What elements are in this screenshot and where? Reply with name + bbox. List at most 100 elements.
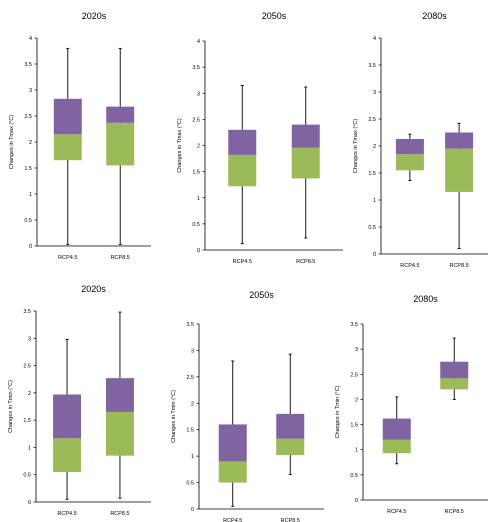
- y-tick-label: 1: [355, 448, 358, 454]
- y-tick-label: 1.5: [24, 166, 32, 172]
- y-tick-label: 3: [28, 336, 31, 342]
- chart-panel-5: 2050s Changes in Tmin (°C) 0 0.5 1 1.5 2 2.5 3 3.…: [171, 290, 324, 522]
- box-lower-quartile: [445, 148, 474, 192]
- y-tick-label: 0.5: [192, 222, 200, 228]
- x-category-label: RCP8.5: [449, 263, 468, 269]
- x-category-label: RCP8.5: [111, 255, 130, 261]
- y-tick-label: 3.5: [350, 322, 358, 328]
- box-lower-quartile: [276, 438, 305, 456]
- y-tick-label: 3.5: [186, 322, 194, 328]
- y-tick-label: 4: [197, 39, 200, 45]
- box-lower-quartile: [53, 134, 82, 161]
- x-category-label: RCP8.5: [445, 509, 464, 515]
- chart-title: 2050s: [249, 290, 274, 300]
- box-upper-quartile: [106, 106, 135, 123]
- box-lower-quartile: [395, 154, 424, 171]
- y-tick-label: 3: [29, 88, 32, 94]
- x-category-label: RCP4.5: [58, 255, 77, 261]
- y-tick-label: 2.5: [24, 114, 32, 120]
- x-category-label: RCP4.5: [57, 511, 76, 517]
- y-tick-label: 1: [191, 454, 194, 460]
- y-tick-label: 0: [197, 248, 200, 254]
- y-tick-label: 1.5: [350, 423, 358, 429]
- box-lower-quartile: [105, 411, 134, 456]
- y-tick-label: 2.5: [368, 117, 376, 123]
- y-tick-label: 0: [29, 244, 32, 250]
- chart-panel-4: 2020s Changes in Tmin (°C) 0 0.5 1 1.5 2 2.5 3 3.…: [8, 284, 151, 517]
- y-tick-label: 0.5: [368, 225, 376, 231]
- chart-title: 2020s: [81, 284, 106, 294]
- x-category-label: RCP4.5: [400, 263, 419, 269]
- box-upper-quartile: [53, 98, 82, 135]
- y-tick-label: 0: [355, 498, 358, 504]
- box-lower-quartile: [53, 438, 82, 472]
- y-tick-label: 2: [373, 144, 376, 150]
- chart-panel-2: 2050s Changes in Tmax (°C) 0 0.5 1 1.5 2 2.5 3 3.…: [177, 11, 343, 265]
- y-tick-label: 4: [373, 36, 376, 42]
- y-tick-label: 1.5: [368, 171, 376, 177]
- y-axis-label: Changes in Tmax (°C): [9, 115, 15, 170]
- box-upper-quartile: [440, 361, 469, 379]
- y-tick-label: 2.5: [186, 375, 194, 381]
- y-axis-label: Changes in Tmin (°C): [8, 380, 14, 433]
- chart-title: 2020s: [82, 11, 107, 21]
- box-lower-quartile: [440, 378, 469, 390]
- x-category-label: RCP8.5: [110, 511, 129, 517]
- box-lower-quartile: [382, 439, 411, 454]
- y-tick-label: 2: [28, 391, 31, 397]
- y-axis-label: Changes in Tmax (°C): [177, 118, 183, 173]
- chart-title: 2080s: [422, 11, 447, 21]
- y-axis-label: Changes in Tmin (°C): [171, 390, 177, 443]
- x-category-label: RCP4.5: [387, 509, 406, 515]
- box-upper-quartile: [291, 124, 320, 148]
- box-upper-quartile: [445, 132, 474, 149]
- y-tick-label: 0.5: [350, 473, 358, 479]
- box-lower-quartile: [106, 122, 135, 166]
- box-upper-quartile: [53, 394, 82, 439]
- y-tick-label: 0.5: [186, 481, 194, 487]
- chart-panel-1: 2020s Changes in Tmax (°C) 0 0.5 1 1.5 2 2.5 3 3.…: [9, 11, 151, 261]
- chart-title: 2080s: [413, 294, 438, 304]
- chart-panel-6: 2080s Changes in Tmin (°C) 0 0.5 1 1.5 2 2.5 3 3.…: [335, 294, 488, 515]
- chart-title: 2050s: [262, 11, 287, 21]
- y-tick-label: 2: [191, 401, 194, 407]
- y-tick-label: 2: [197, 144, 200, 150]
- y-tick-label: 1.5: [192, 170, 200, 176]
- y-tick-label: 2.5: [350, 372, 358, 378]
- y-tick-label: 1: [197, 196, 200, 202]
- y-tick-label: 1: [29, 192, 32, 198]
- box-lower-quartile: [291, 147, 320, 179]
- box-upper-quartile: [105, 378, 134, 412]
- x-category-label: RCP4.5: [233, 259, 252, 265]
- y-tick-label: 0: [191, 507, 194, 513]
- y-tick-label: 3.5: [24, 62, 32, 68]
- box-lower-quartile: [218, 461, 247, 483]
- box-upper-quartile: [228, 129, 257, 155]
- y-tick-label: 3: [373, 90, 376, 96]
- y-tick-label: 3: [197, 91, 200, 97]
- y-tick-label: 3: [355, 347, 358, 353]
- y-tick-label: 1: [28, 445, 31, 451]
- box-upper-quartile: [218, 424, 247, 462]
- y-tick-label: 2: [29, 140, 32, 146]
- y-tick-label: 0.5: [24, 218, 32, 224]
- y-tick-label: 3: [191, 348, 194, 354]
- y-axis-label: Changes in Tmax (°C): [353, 119, 359, 174]
- box-upper-quartile: [276, 413, 305, 439]
- box-upper-quartile: [395, 138, 424, 155]
- y-tick-label: 0: [373, 252, 376, 258]
- x-category-label: RCP8.5: [296, 259, 315, 265]
- y-tick-label: 0: [28, 500, 31, 506]
- y-tick-label: 3.5: [23, 309, 31, 315]
- y-tick-label: 2.5: [23, 364, 31, 370]
- x-category-label: RCP8.5: [281, 518, 300, 522]
- y-tick-label: 4: [29, 36, 32, 42]
- y-tick-label: 3.5: [368, 63, 376, 69]
- chart-panel-3: 2080s Changes in Tmax (°C) 0 0.5 1 1.5 2 2.5 3 3.…: [353, 11, 488, 269]
- y-tick-label: 1.5: [186, 428, 194, 434]
- y-tick-label: 2.5: [192, 117, 200, 123]
- x-category-label: RCP4.5: [223, 518, 242, 522]
- box-lower-quartile: [228, 154, 257, 187]
- y-axis-label: Changes in Tmin (°C): [335, 385, 341, 438]
